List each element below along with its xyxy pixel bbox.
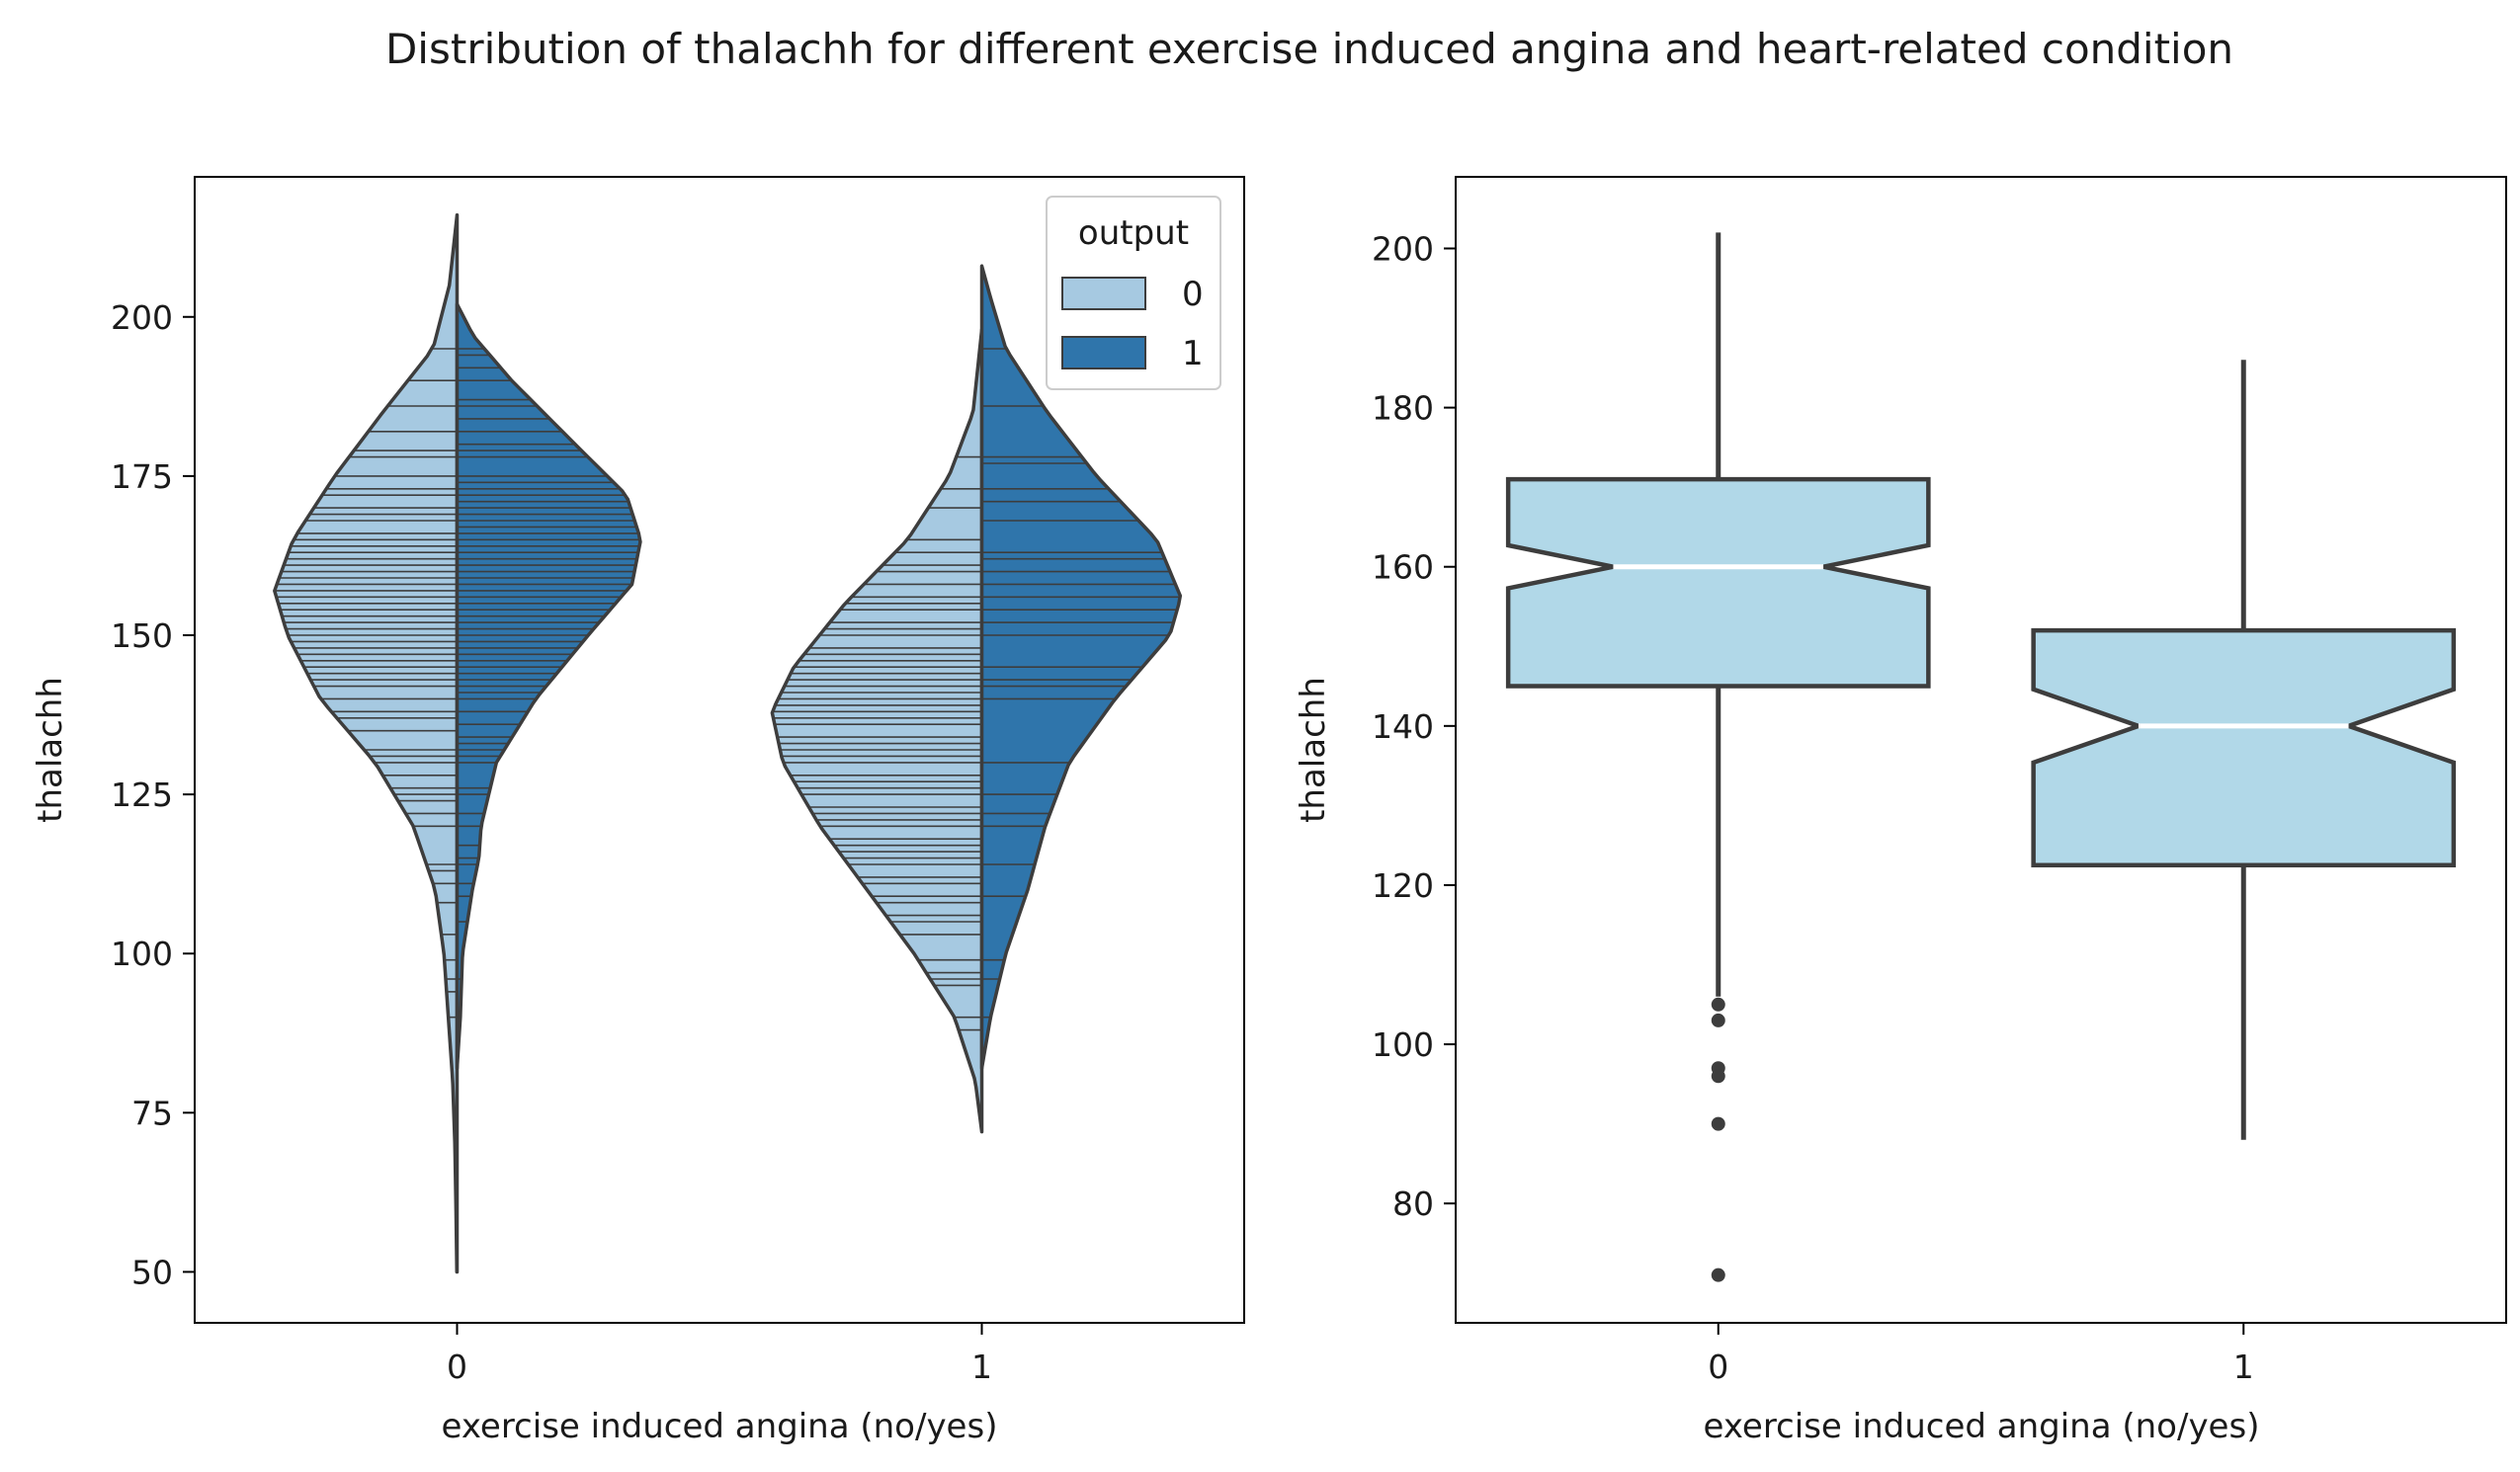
box-y-tick-label: 180 <box>1372 389 1434 428</box>
legend-swatch-1 <box>1061 336 1146 369</box>
box-x-tick-label: 0 <box>1708 1348 1728 1386</box>
violin-plot-frame <box>194 176 1245 1324</box>
violin-half-output-0 <box>770 327 984 1134</box>
box-y-tick-label: 140 <box>1372 707 1434 746</box>
chart-title: Distribution of thalachh for different e… <box>385 25 2233 73</box>
violin-x-tick-label: 1 <box>971 1348 992 1386</box>
violin-y-axis: 50 75 100 125 150 175 200 <box>111 298 195 1291</box>
legend-title: output <box>1078 213 1189 253</box>
violin-half-output-0 <box>273 212 460 1274</box>
box-outlier <box>1711 1116 1725 1131</box>
violin-marks <box>273 212 1183 1274</box>
box-outlier <box>1711 1268 1725 1282</box>
notched-box <box>1505 476 1931 689</box>
violin-y-tick-label: 150 <box>111 616 173 655</box>
violin-y-tick-label: 200 <box>111 298 173 337</box>
notched-box <box>2031 627 2457 868</box>
box-marks <box>1505 232 2457 1282</box>
violin-y-tick-label: 50 <box>131 1253 173 1291</box>
box-y-tick-label: 100 <box>1372 1025 1434 1064</box>
box-y-tick-label: 200 <box>1372 230 1434 269</box>
violin-y-tick-label: 75 <box>131 1094 173 1132</box>
box-x-tick-label: 1 <box>2233 1348 2254 1386</box>
box-y-tick-label: 160 <box>1372 548 1434 587</box>
legend: output 0 1 <box>1046 196 1221 390</box>
legend-label-1: 1 <box>1182 334 1204 373</box>
box-y-axis-label: thalachh <box>1294 677 1333 823</box>
box-outlier <box>1711 1013 1725 1027</box>
violin-x-axis-label: exercise induced angina (no/yes) <box>442 1407 998 1446</box>
box-plot-frame <box>1455 176 2507 1324</box>
legend-label-0: 0 <box>1182 275 1204 314</box>
violin-x-tick-label: 0 <box>447 1348 467 1386</box>
box-x-axis-label: exercise induced angina (no/yes) <box>1704 1407 2260 1446</box>
legend-swatch-0 <box>1061 277 1146 310</box>
violin-y-tick-label: 100 <box>111 935 173 973</box>
box-y-tick-label: 120 <box>1372 866 1434 905</box>
violin-y-tick-label: 175 <box>111 457 173 496</box>
box-y-axis: 80 100 120 140 160 180 200 <box>1372 230 1456 1223</box>
box-outlier <box>1711 997 1725 1012</box>
box-y-tick-label: 80 <box>1392 1185 1434 1223</box>
box-outlier <box>1711 1069 1725 1084</box>
violin-y-axis-label: thalachh <box>31 677 70 823</box>
violin-y-tick-label: 125 <box>111 776 173 814</box>
